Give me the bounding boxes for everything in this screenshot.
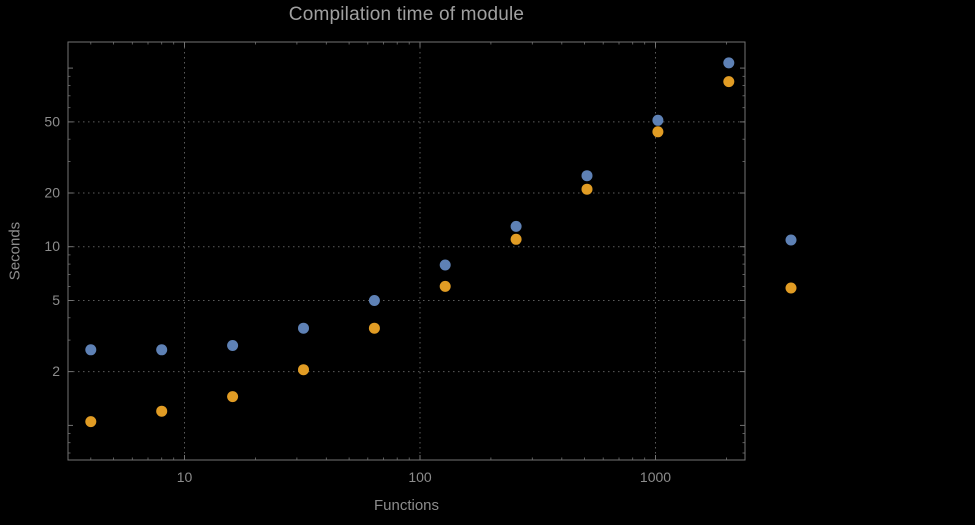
y-axis-label: Seconds: [6, 221, 24, 281]
data-point-orange: [156, 405, 168, 417]
plot-frame: [67, 41, 746, 461]
legend-marker: [785, 234, 797, 246]
x-tick-label: 100: [408, 469, 432, 485]
data-point-orange: [368, 322, 380, 334]
data-point-blue: [156, 344, 168, 356]
data-point-orange: [723, 76, 735, 88]
y-tick-label: 5: [52, 292, 60, 308]
y-tick-label: 50: [44, 113, 60, 129]
data-point-orange: [652, 126, 664, 138]
y-tick-label: 20: [44, 185, 60, 201]
data-point-orange: [298, 364, 309, 376]
x-tick-label: 10: [177, 469, 193, 485]
data-point-blue: [510, 220, 522, 232]
chart-title: Compilation time of module: [288, 4, 525, 25]
y-tick-label: 2: [52, 363, 60, 379]
data-point-blue: [581, 170, 593, 182]
x-tick-label: 1000: [640, 469, 671, 485]
y-tick-label: 10: [44, 238, 60, 254]
data-point-orange: [581, 183, 593, 195]
legend-marker: [785, 282, 797, 294]
data-point-blue: [368, 295, 380, 306]
data-point-orange: [510, 233, 522, 245]
data-point-orange: [85, 416, 97, 428]
data-point-blue: [227, 340, 239, 351]
data-point-blue: [652, 114, 664, 126]
x-axis-label: Functions: [373, 497, 440, 514]
data-point-blue: [298, 322, 309, 334]
data-point-blue: [85, 344, 97, 356]
data-point-orange: [439, 280, 451, 292]
data-point-blue: [439, 259, 451, 271]
data-point-orange: [227, 391, 239, 403]
data-point-blue: [723, 57, 735, 69]
